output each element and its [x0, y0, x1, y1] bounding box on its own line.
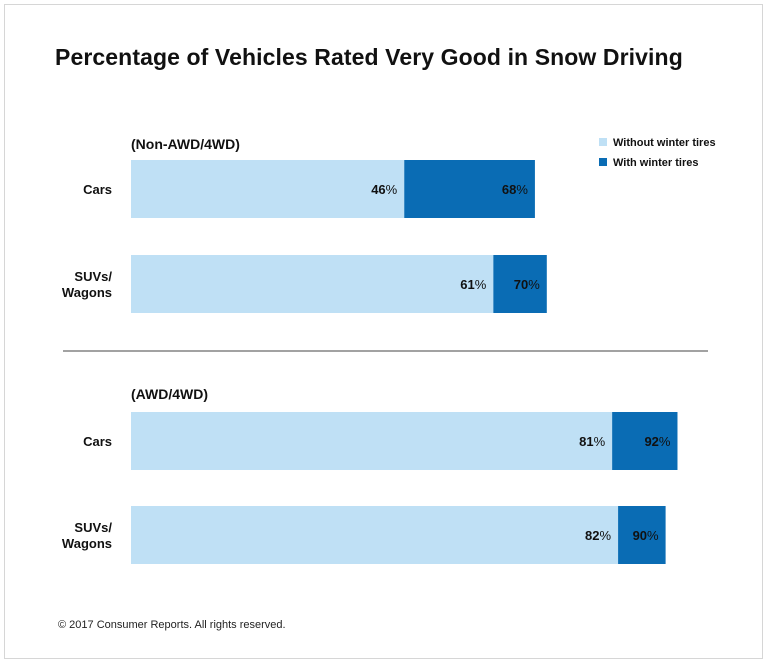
- bar-without-winter-tires: [131, 160, 405, 218]
- legend-swatch: [599, 158, 607, 166]
- value-label-without: 61%: [460, 277, 486, 292]
- bar-without-winter-tires: [131, 255, 494, 313]
- legend-label: With winter tires: [613, 157, 698, 169]
- category-label: Cars: [83, 434, 112, 449]
- value-label-without: 81%: [579, 434, 605, 449]
- copyright-footer: © 2017 Consumer Reports. All rights rese…: [58, 619, 286, 631]
- group-label: (Non-AWD/4WD): [131, 136, 240, 152]
- value-label-with: 68%: [502, 182, 528, 197]
- legend: Without winter tires With winter tires: [599, 137, 716, 169]
- category-label: SUVs/Wagons: [62, 520, 112, 551]
- chart-title: Percentage of Vehicles Rated Very Good i…: [55, 44, 683, 70]
- bar-with-winter-tires: [493, 255, 547, 313]
- group-label: (AWD/4WD): [131, 386, 208, 402]
- bar-groups: (Non-AWD/4WD) Cars 46% 68% SUVs/Wagons 61% 70%…: [62, 136, 678, 564]
- bar-with-winter-tires: [404, 160, 535, 218]
- value-label-without: 82%: [585, 528, 611, 543]
- value-label-with: 92%: [644, 434, 670, 449]
- bar-without-winter-tires: [131, 506, 619, 564]
- bar-without-winter-tires: [131, 412, 613, 470]
- value-label-with: 90%: [633, 528, 659, 543]
- bar-with-winter-tires: [618, 506, 666, 564]
- category-label: SUVs/Wagons: [62, 269, 112, 300]
- bar-with-winter-tires: [612, 412, 678, 470]
- value-label-with: 70%: [514, 277, 540, 292]
- legend-swatch: [599, 138, 607, 146]
- value-label-without: 46%: [371, 182, 397, 197]
- category-label: Cars: [83, 182, 112, 197]
- legend-label: Without winter tires: [613, 137, 716, 149]
